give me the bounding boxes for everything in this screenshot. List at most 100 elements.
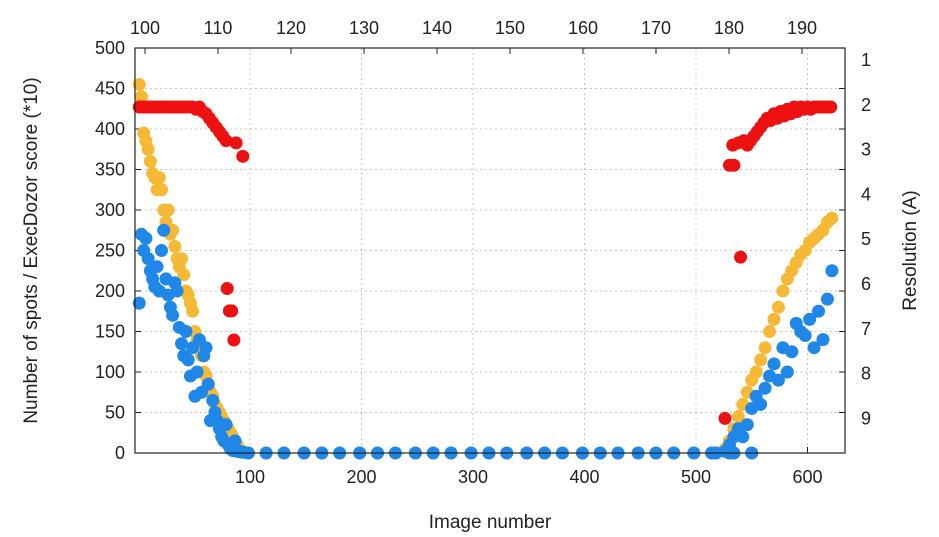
red-point bbox=[718, 411, 732, 425]
orange-point bbox=[154, 183, 168, 197]
blue-point bbox=[771, 373, 785, 387]
x-tick-label: 500 bbox=[681, 467, 711, 487]
orange-point bbox=[175, 252, 189, 266]
orange-point bbox=[152, 171, 166, 185]
blue-point bbox=[199, 341, 213, 355]
y2-tick-label: 2 bbox=[861, 95, 871, 115]
blue-point bbox=[206, 393, 220, 407]
orange-point bbox=[186, 304, 200, 318]
blue-point bbox=[166, 308, 180, 322]
y-axis-title: Number of spots / ExecDozor score (*10) bbox=[21, 77, 42, 423]
blue-point bbox=[803, 312, 817, 326]
y-tick-label: 300 bbox=[95, 200, 125, 220]
blue-point bbox=[820, 292, 834, 306]
x2-tick-label: 180 bbox=[714, 18, 744, 38]
orange-point bbox=[776, 284, 790, 298]
orange-point bbox=[166, 223, 180, 237]
orange-point bbox=[825, 211, 839, 225]
orange-point bbox=[177, 268, 191, 282]
y-tick-label: 500 bbox=[95, 38, 125, 58]
data-points bbox=[132, 77, 839, 460]
x2-tick-label: 100 bbox=[130, 18, 160, 38]
x2-tick-label: 110 bbox=[204, 18, 233, 38]
x-tick-label: 300 bbox=[458, 467, 488, 487]
blue-point bbox=[150, 260, 164, 274]
y-tick-label: 450 bbox=[95, 79, 125, 99]
x2-tick-label: 130 bbox=[349, 18, 379, 38]
blue-point bbox=[179, 325, 193, 338]
red-point bbox=[727, 158, 741, 172]
orange-point bbox=[754, 353, 768, 367]
y-tick-label: 400 bbox=[95, 119, 125, 139]
blue-point bbox=[190, 365, 204, 379]
blue-point bbox=[219, 418, 233, 432]
y-tick-label: 100 bbox=[95, 362, 125, 382]
x2-tick-label: 170 bbox=[641, 18, 671, 38]
orange-point bbox=[771, 300, 785, 314]
red-point bbox=[227, 333, 241, 347]
blue-point bbox=[798, 329, 812, 343]
y-tick-label: 150 bbox=[95, 322, 125, 342]
orange-point bbox=[143, 154, 157, 168]
x-tick-label: 100 bbox=[235, 467, 265, 487]
blue-point bbox=[170, 284, 184, 298]
orange-point bbox=[758, 341, 772, 355]
blue-point bbox=[812, 304, 826, 318]
red-point bbox=[229, 136, 243, 150]
orange-point bbox=[763, 325, 777, 338]
orange-point bbox=[749, 365, 763, 379]
y2-tick-label: 4 bbox=[861, 184, 871, 204]
blue-point bbox=[785, 345, 799, 359]
blue-point bbox=[132, 296, 146, 310]
y2-tick-label: 1 bbox=[861, 50, 871, 70]
red-point bbox=[225, 304, 239, 318]
blue-point bbox=[758, 381, 772, 395]
blue-point bbox=[139, 231, 153, 245]
x2-tick-label: 190 bbox=[787, 18, 817, 38]
blue-point bbox=[181, 353, 195, 367]
x-tick-label: 200 bbox=[346, 467, 376, 487]
plot-frame bbox=[134, 47, 846, 454]
x-tick-label: 400 bbox=[569, 467, 599, 487]
blue-point bbox=[228, 434, 242, 448]
orange-point bbox=[161, 203, 175, 217]
y-tick-label: 0 bbox=[115, 443, 125, 463]
blue-point bbox=[740, 418, 754, 432]
red-point bbox=[734, 250, 748, 264]
y2-axis-title: Resolution (A) bbox=[900, 190, 921, 310]
orange-point bbox=[134, 90, 148, 104]
orange-point bbox=[731, 410, 745, 424]
x-axis-title: Image number bbox=[429, 512, 552, 533]
y2-tick-label: 9 bbox=[861, 408, 871, 428]
y2-tick-label: 3 bbox=[861, 140, 871, 160]
blue-point bbox=[175, 337, 189, 351]
y-tick-label: 250 bbox=[95, 241, 125, 261]
blue-point bbox=[201, 377, 215, 391]
blue-point bbox=[780, 365, 794, 379]
y-tick-label: 350 bbox=[95, 160, 125, 180]
orange-point bbox=[141, 142, 155, 156]
blue-point bbox=[807, 341, 821, 355]
x2-tick-label: 140 bbox=[422, 18, 452, 38]
red-point bbox=[219, 134, 233, 148]
orange-point bbox=[767, 312, 781, 326]
red-point bbox=[824, 100, 838, 114]
x2-tick-label: 120 bbox=[276, 18, 306, 38]
red-point bbox=[220, 281, 234, 295]
blue-point bbox=[157, 223, 171, 237]
y2-tick-label: 5 bbox=[861, 229, 871, 249]
blue-point bbox=[154, 244, 168, 257]
y-tick-label: 200 bbox=[95, 281, 125, 301]
x-tick-label: 600 bbox=[792, 467, 822, 487]
orange-point bbox=[132, 77, 146, 91]
grid bbox=[135, 48, 845, 453]
orange-point bbox=[168, 239, 182, 253]
y2-tick-label: 6 bbox=[861, 274, 871, 294]
x2-tick-label: 150 bbox=[495, 18, 525, 38]
red-point bbox=[236, 149, 250, 163]
blue-point bbox=[141, 252, 155, 266]
x2-tick-label: 160 bbox=[568, 18, 598, 38]
y2-tick-label: 8 bbox=[861, 364, 871, 384]
